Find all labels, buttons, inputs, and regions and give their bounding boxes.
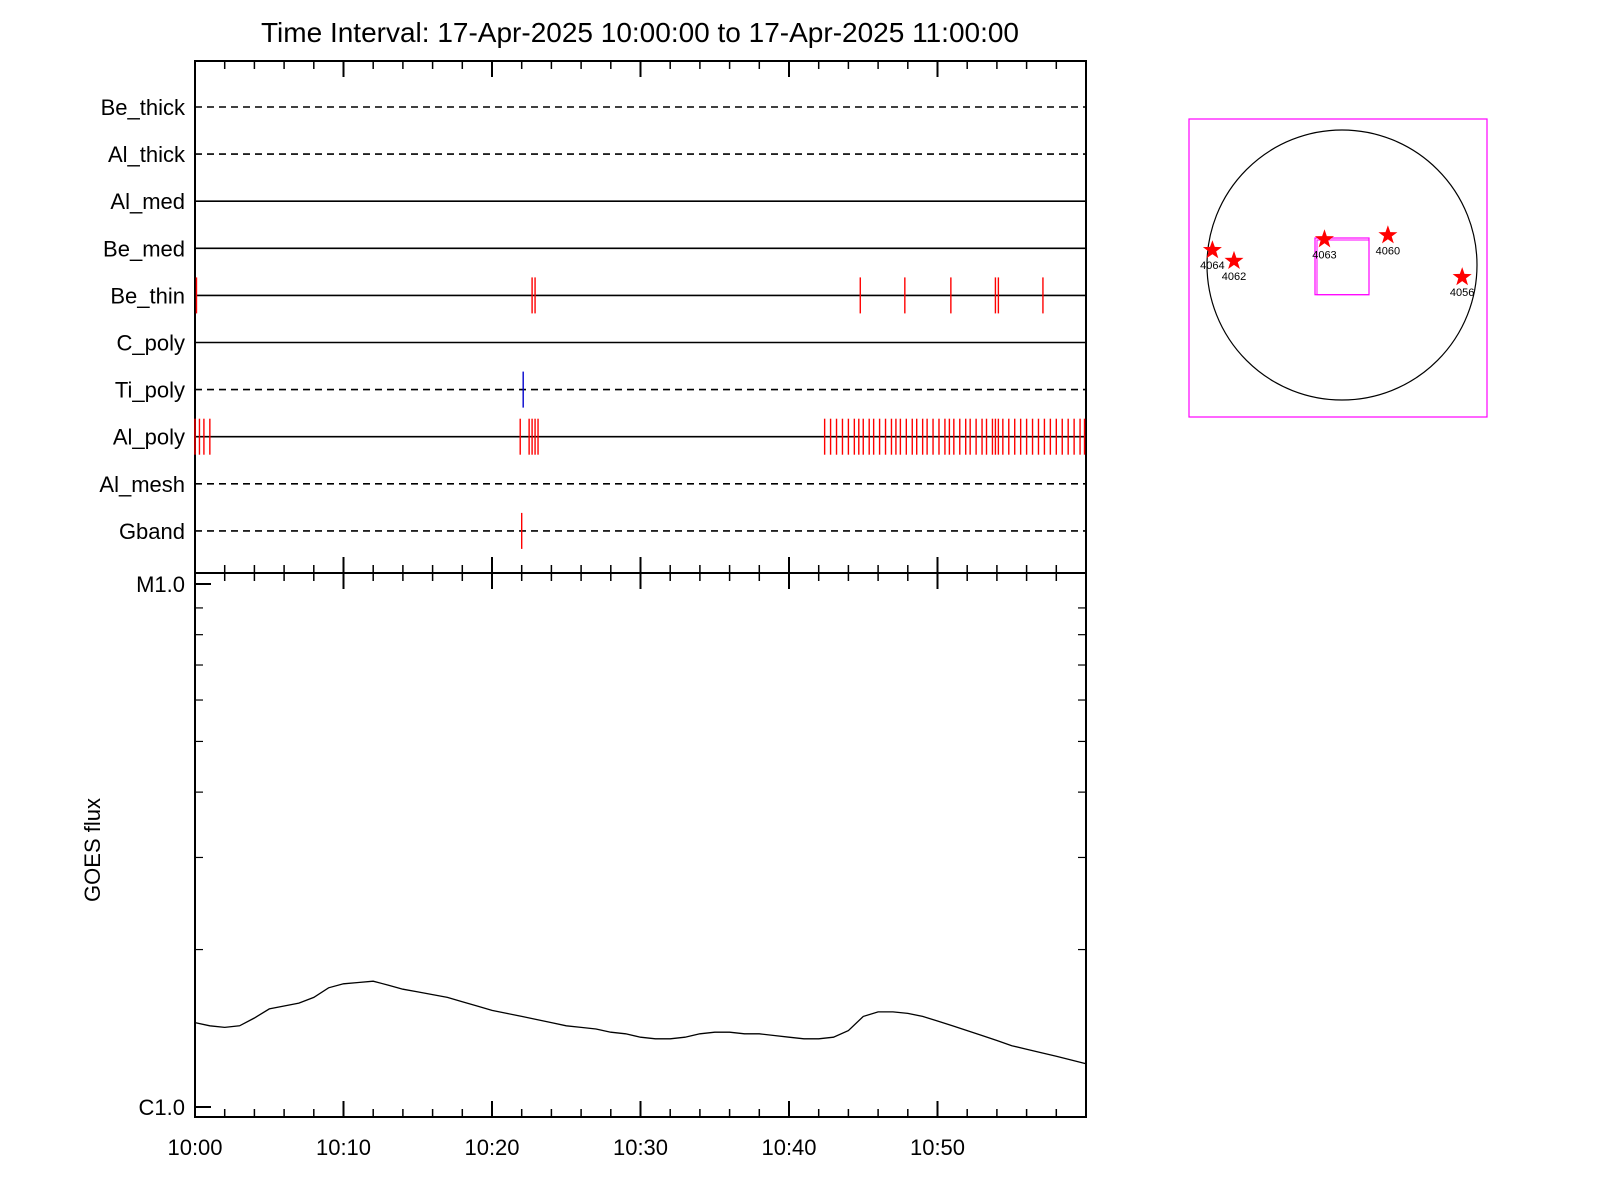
filter-row-label: Be_med — [103, 236, 185, 261]
active-region-label: 4063 — [1312, 249, 1336, 261]
solar-limb — [1206, 129, 1478, 401]
goes-flux-panel: M1.0 C1.0 — [136, 572, 1087, 1120]
x-tick-label: 10:50 — [910, 1135, 965, 1160]
active-region-label: 4056 — [1450, 287, 1474, 299]
filter-row-label: Al_thick — [108, 142, 186, 167]
x-tick-label: 10:20 — [464, 1135, 519, 1160]
filter-row-label: Al_med — [110, 189, 185, 214]
timeline-frame — [194, 60, 1087, 574]
flux-y-tick-label: C1.0 — [139, 1095, 185, 1120]
active-region-star — [1224, 250, 1244, 269]
filter-timeline-panel: Be_thick Al_thick Al_med Be_med Be_thin C_pol… — [99, 60, 1087, 574]
flux-y-tick-label: M1.0 — [136, 572, 185, 597]
goes-flux-line — [194, 980, 1087, 1065]
x-tick-label: 10:00 — [167, 1135, 222, 1160]
active-region-star — [1314, 229, 1334, 248]
active-region-star — [1452, 267, 1472, 286]
active-region-label: 4064 — [1200, 260, 1224, 272]
active-region-label: 4060 — [1376, 245, 1400, 257]
map-frame — [1188, 118, 1488, 418]
x-axis-tick-labels: 10:00 10:10 10:20 10:30 10:40 10:50 — [167, 1135, 965, 1160]
filter-row-label: Al_mesh — [99, 472, 185, 497]
filter-row-label: Be_thick — [101, 95, 186, 120]
x-tick-label: 10:10 — [316, 1135, 371, 1160]
filter-row-label: C_poly — [117, 331, 185, 356]
active-region-star — [1378, 225, 1398, 244]
y-axis-label: GOES flux — [80, 798, 105, 902]
flux-frame — [194, 572, 1087, 1118]
active-region-label: 4062 — [1222, 271, 1246, 283]
active-region-star — [1202, 240, 1222, 259]
filter-row-label: Be_thin — [110, 283, 185, 308]
chart-title: Time Interval: 17-Apr-2025 10:00:00 to 1… — [261, 17, 1019, 48]
filter-row-label: Gband — [119, 519, 185, 544]
x-tick-label: 10:40 — [761, 1135, 816, 1160]
fov-box — [1314, 237, 1370, 296]
filter-row-label: Ti_poly — [115, 378, 185, 403]
filter-row-label: Al_poly — [113, 425, 185, 450]
x-tick-label: 10:30 — [613, 1135, 668, 1160]
fov-box-inner — [1316, 239, 1370, 296]
